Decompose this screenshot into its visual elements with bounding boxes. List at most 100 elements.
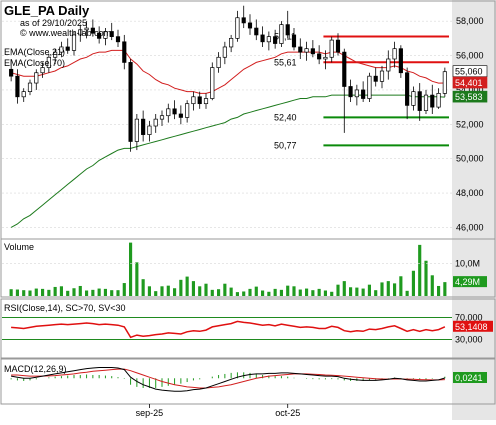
candle-body (335, 39, 341, 53)
volume-bar (355, 287, 359, 296)
candle-body (436, 93, 441, 108)
volume-bar (330, 291, 334, 296)
level-label: 52,40 (274, 112, 297, 122)
volume-bar (22, 290, 26, 296)
candle (279, 21, 284, 47)
volume-bar (317, 288, 321, 296)
volume-bar (361, 288, 365, 296)
candle-body (254, 27, 259, 36)
candle (159, 110, 165, 127)
candle (254, 19, 259, 41)
candle (417, 83, 422, 121)
price-flag (452, 76, 488, 89)
level-label: 55,61 (274, 57, 297, 67)
candle (197, 91, 202, 109)
volume-bar (418, 244, 422, 296)
candle (191, 91, 196, 111)
candle (147, 120, 152, 142)
volume-bar (147, 286, 151, 296)
volume-tick-label: 10,0M (455, 259, 480, 269)
candle (27, 79, 33, 96)
volume-bar (135, 262, 139, 296)
candle-body (178, 113, 183, 118)
candle-body (210, 67, 215, 99)
volume-bar (204, 283, 208, 296)
price-flag-label: 54,401 (455, 78, 483, 88)
candle-body (78, 29, 83, 36)
price-tick-label: 46,000 (456, 222, 484, 232)
candle (266, 31, 271, 51)
candle (398, 45, 403, 78)
level-label: 50,77 (274, 140, 297, 150)
volume-bar (28, 290, 32, 296)
volume-bar (405, 290, 409, 296)
candle (317, 45, 322, 65)
candle-body (166, 108, 171, 117)
candle (84, 21, 89, 39)
volume-bar (160, 286, 164, 296)
volume-bar (47, 289, 51, 296)
volume-bar (323, 290, 327, 296)
volume-bar (217, 289, 221, 296)
volume-bar (349, 287, 353, 296)
site-credit: © www.wealth-lab.com (20, 28, 111, 38)
candle (342, 48, 347, 133)
price-flag-label: 55,060 (455, 67, 483, 77)
candle (78, 24, 83, 42)
candle-body (122, 41, 127, 63)
volume-bar (424, 260, 428, 296)
candle (436, 88, 441, 109)
volume-bar (367, 284, 371, 296)
candle (235, 10, 240, 42)
volume-bar (223, 283, 227, 296)
rsi-panel-frame (0, 298, 496, 359)
candle-body (229, 38, 234, 48)
candle (172, 100, 177, 120)
candle (222, 41, 227, 65)
candle (430, 84, 435, 114)
candle (329, 36, 334, 63)
macd-line (11, 367, 446, 392)
candle (405, 67, 410, 120)
candle-body (34, 72, 39, 84)
candle (134, 113, 139, 151)
candle-body (59, 46, 64, 53)
volume-bar (85, 290, 89, 296)
volume-bar (374, 290, 378, 296)
volume-bar (110, 290, 114, 296)
candle-body (398, 48, 403, 74)
ema70-legend: EMA(Close,70) (4, 58, 65, 68)
volume-bar (273, 288, 277, 296)
candle-body (191, 96, 196, 105)
candle-body (84, 27, 89, 31)
candle-body (260, 34, 265, 43)
volume-bar (34, 288, 38, 296)
volume-bar (129, 242, 133, 296)
volume-title: Volume (4, 242, 34, 252)
candle (260, 26, 265, 47)
volume-bar (166, 285, 170, 296)
candle-body (361, 89, 366, 99)
candle (285, 10, 290, 39)
candle-body (348, 86, 353, 98)
candle-body (9, 68, 14, 77)
candle-body (203, 98, 209, 105)
candle (442, 67, 447, 97)
volume-bar (311, 290, 315, 296)
candle-body (342, 51, 347, 87)
price-flag-label: 53,583 (455, 92, 483, 102)
rsi-flag (453, 320, 493, 332)
candle (247, 14, 253, 35)
candle-body (216, 56, 221, 68)
candle (423, 89, 429, 114)
rsi-title: RSI(Close,14), SC>70, SV<30 (4, 303, 126, 313)
price-tick-label: 52,000 (456, 119, 484, 129)
price-flag (452, 90, 488, 103)
candle-body (15, 75, 20, 98)
candle (153, 113, 158, 133)
candle-body (27, 82, 33, 92)
candle (71, 31, 77, 56)
volume-bar (430, 275, 434, 296)
candle-body (103, 31, 108, 39)
volume-bar (15, 289, 19, 296)
